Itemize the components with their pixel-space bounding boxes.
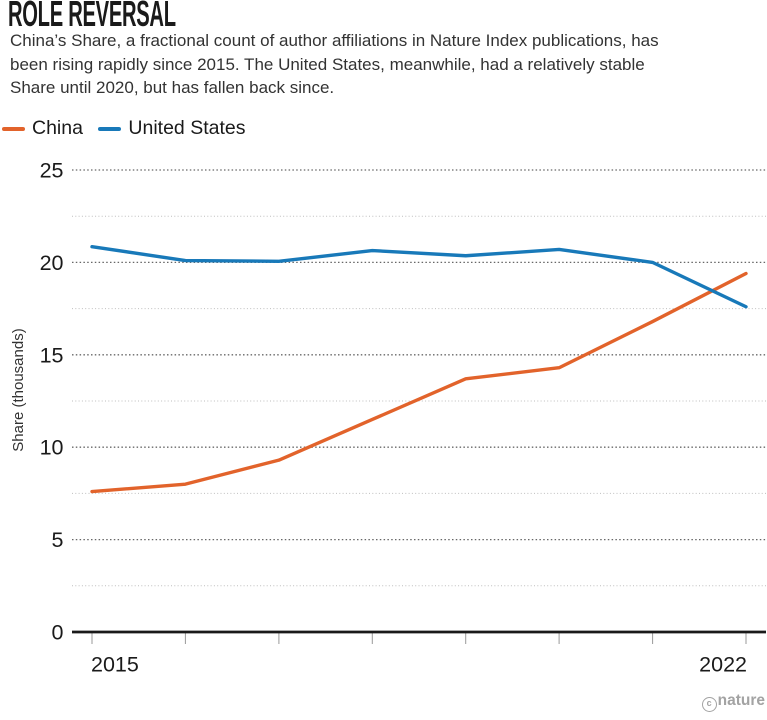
svg-text:2022: 2022 (699, 653, 747, 677)
svg-text:20: 20 (40, 251, 64, 275)
svg-text:5: 5 (52, 528, 64, 552)
svg-text:0: 0 (52, 621, 64, 645)
svg-text:2015: 2015 (91, 653, 139, 677)
svg-text:15: 15 (40, 343, 64, 367)
svg-text:25: 25 (40, 159, 64, 183)
svg-text:10: 10 (40, 436, 64, 460)
